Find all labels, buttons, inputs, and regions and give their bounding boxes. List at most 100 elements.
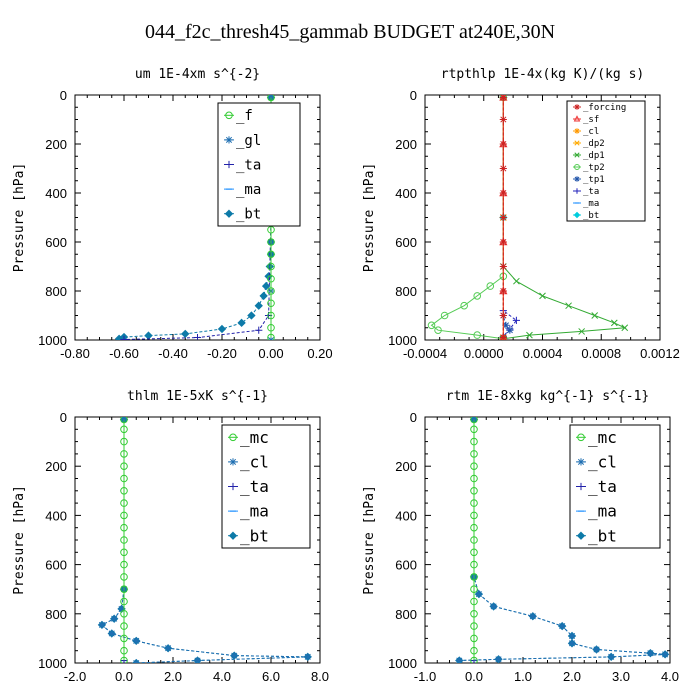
data-point-mc: [120, 560, 128, 569]
data-point-mc: [120, 462, 128, 471]
data-point-bt: [237, 318, 246, 328]
y-tick-label: 200: [45, 459, 67, 474]
chart-panel-3: thlm 1E-5xK s^{-1} -2.0 0.0 2.0 4.0 6.0 8.0 0 20…: [12, 389, 329, 684]
data-point-cl: [117, 605, 126, 613]
legend-marker-forcing: [574, 104, 580, 110]
data-point-cl: [193, 656, 202, 663]
data-point-cl: [529, 612, 537, 620]
data-point-forcing: [499, 238, 507, 246]
data-point-mc: [470, 560, 478, 569]
legend-label-mc: _mc: [240, 428, 269, 447]
series-layer: [427, 95, 629, 340]
panel-title: rtpthlp 1E-4x(kg K)/(kg s): [441, 67, 645, 82]
data-point-cl: [132, 659, 140, 663]
x-tick-label: 1.0: [514, 669, 532, 684]
data-point-mc: [470, 634, 478, 643]
legend-label-mc: _mc: [588, 428, 617, 447]
data-point-cl: [646, 649, 654, 657]
data-point-bt: [114, 334, 124, 340]
data-point-f: [267, 287, 275, 295]
data-point-cl: [470, 417, 478, 424]
y-tick-label: 200: [395, 137, 417, 152]
legend-label-sf: _sf: [583, 115, 599, 125]
data-point-mc: [470, 597, 478, 606]
data-point-ta: [193, 333, 202, 340]
data-point-forcing: [499, 287, 507, 295]
data-point-f: [267, 333, 275, 340]
data-point-ta: [255, 326, 263, 334]
y-tick-label: 800: [395, 284, 417, 299]
data-point-mc: [470, 646, 478, 655]
data-point-mc: [470, 622, 478, 630]
legend-marker-tp2: [574, 164, 580, 170]
data-point-mc: [470, 610, 478, 618]
data-point-dp1: [539, 292, 546, 300]
data-point-forcing: [499, 311, 507, 320]
y-tick-label: 0: [410, 88, 417, 103]
data-point-mc: [120, 634, 128, 643]
data-point-tp2: [440, 311, 449, 320]
x-tick-label: 0.0004: [523, 346, 563, 361]
legend-marker-bt: [576, 531, 586, 540]
data-point-forcing: [499, 115, 507, 124]
legend-label-cl: _cl: [240, 453, 269, 472]
x-tick-label: -2.0: [64, 669, 86, 684]
data-point-tp2: [460, 301, 468, 310]
data-point-mc: [470, 499, 478, 507]
data-point-dp1: [621, 324, 629, 332]
data-point-tp2: [486, 282, 495, 290]
x-tick-label: 4.0: [661, 669, 679, 684]
data-point-cl: [132, 637, 140, 645]
legend-label-f: _f: [236, 108, 253, 124]
legend-marker-cl: [574, 128, 580, 134]
data-point-mc: [470, 417, 478, 424]
legend-label-ta: _ta: [240, 477, 269, 496]
data-point-ta: [120, 335, 128, 340]
data-point-mc: [120, 523, 128, 532]
y-tick-label: 1000: [388, 333, 417, 348]
data-point-cl: [558, 622, 566, 630]
x-tick-label: 6.0: [262, 669, 280, 684]
x-tick-label: -0.0004: [403, 346, 447, 361]
data-point-f: [267, 311, 275, 320]
data-point-mc: [470, 536, 478, 544]
data-point-bt: [181, 329, 190, 339]
legend-marker-cl: [229, 458, 237, 466]
chart-panel-1: um 1E-4xm s^{-2} -0.80 -0.60 -0.40 -0.20 0.00…: [12, 67, 333, 361]
data-point-mc: [120, 487, 128, 495]
data-point-f: [267, 323, 275, 332]
data-point-cl: [607, 653, 615, 661]
x-tick-label: 4.0: [213, 669, 231, 684]
data-point-mc: [120, 536, 128, 544]
x-tick-label: 3.0: [612, 669, 630, 684]
legend-marker-bt: [228, 531, 238, 540]
data-point-mc: [470, 437, 478, 446]
chart-panel-2: rtpthlp 1E-4x(kg K)/(kg s) -0.0004 0.0000 0…: [362, 67, 680, 361]
chart-panel-4: rtm 1E-8xkg kg^{-1} s^{-1} -1.0 0.0 1.0 2.0 3…: [362, 389, 679, 684]
data-point-mc: [120, 597, 128, 606]
y-tick-label: 200: [45, 137, 67, 152]
y-tick-label: 0: [60, 410, 67, 425]
y-tick-label: 400: [45, 508, 67, 523]
data-point-forcing: [499, 164, 507, 173]
data-point-tp1: [506, 326, 514, 334]
data-point-cl: [120, 417, 128, 424]
x-tick-label: 0.0012: [640, 346, 680, 361]
data-point-forcing: [499, 213, 507, 222]
x-tick-label: 0.20: [307, 346, 332, 361]
y-tick-label: 600: [395, 235, 417, 250]
data-point-cl: [230, 652, 238, 660]
data-point-cl: [304, 653, 312, 661]
data-point-mc: [470, 656, 478, 663]
legend-marker-ta: [574, 188, 580, 194]
y-tick-label: 400: [395, 508, 417, 523]
panel-title: thlm 1E-5xK s^{-1}: [127, 389, 268, 404]
legend-marker-mc: [577, 433, 585, 442]
data-point-mc: [470, 511, 478, 520]
legend-label-ma: _ma: [240, 502, 269, 521]
legend-label-cl: _cl: [583, 127, 599, 137]
x-tick-label: 0.0000: [464, 346, 504, 361]
x-tick-label: 0.0008: [581, 346, 621, 361]
legend-label-tp2: _tp2: [583, 163, 605, 173]
data-point-dp1: [526, 331, 533, 339]
